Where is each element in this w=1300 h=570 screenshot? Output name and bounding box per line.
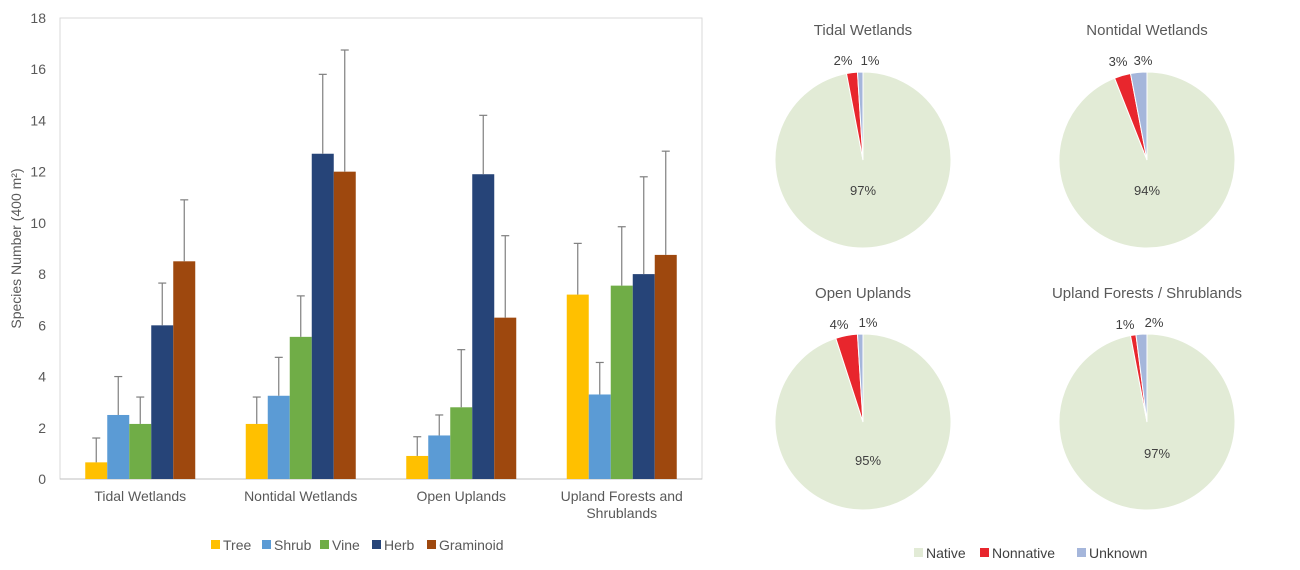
bar-chart: 0 2 4 6 8 10 12 14 16 18 Species Number (400 m²) Ti…	[8, 10, 703, 553]
legend-swatch-tree	[211, 540, 220, 549]
bar-vine	[610, 285, 633, 479]
bar-graminoid	[333, 171, 356, 479]
y-tick-label: 6	[38, 317, 46, 333]
pie-value-label: 3%	[1134, 53, 1153, 68]
legend-label-herb: Herb	[384, 537, 415, 553]
bar-herb	[632, 274, 655, 479]
y-axis-label: Species Number (400 m²)	[8, 168, 24, 328]
bar-herb	[151, 325, 174, 479]
pie-value-label: 2%	[834, 53, 853, 68]
bar-herb	[311, 153, 334, 479]
x-tick-label: Nontidal Wetlands	[244, 488, 357, 504]
y-tick-label: 2	[38, 420, 46, 436]
pie-value-label: 1%	[861, 53, 880, 68]
legend-swatch-nonnative	[980, 548, 989, 557]
y-tick-label: 18	[30, 10, 46, 26]
pie-nontidal-wetlands: Nontidal Wetlands 94% 3% 3%	[1058, 22, 1236, 249]
pie-title: Upland Forests / Shrublands	[1052, 285, 1242, 302]
bar-vine	[450, 407, 473, 479]
x-tick-label: Tidal Wetlands	[94, 488, 186, 504]
pie-legend: Native Nonnative Unknown	[914, 545, 1147, 561]
legend-label-vine: Vine	[332, 537, 360, 553]
legend-swatch-herb	[372, 540, 381, 549]
pie-value-label: 1%	[859, 315, 878, 330]
pie-slice-unknown	[1135, 333, 1148, 423]
y-tick-label: 4	[38, 369, 46, 385]
bar-tree	[245, 423, 268, 479]
legend-label-nonnative: Nonnative	[992, 545, 1055, 561]
x-tick-label: Open Uplands	[416, 488, 506, 504]
bar-vine	[289, 336, 312, 479]
x-tick-label-line: Upland Forests and	[561, 488, 683, 504]
bar-graminoid	[494, 317, 517, 479]
bar-graminoid	[654, 254, 677, 479]
y-tick-label: 12	[30, 164, 46, 180]
x-tick-label: Upland Forests and Shrublands	[561, 488, 683, 521]
legend-label-tree: Tree	[223, 537, 251, 553]
legend-label-native: Native	[926, 545, 966, 561]
legend-swatch-vine	[320, 540, 329, 549]
pie-value-label: 97%	[850, 183, 876, 198]
bar-shrub	[588, 394, 611, 479]
pie-slice-unknown	[856, 333, 864, 423]
y-tick-label: 8	[38, 266, 46, 282]
bar-herb	[472, 174, 495, 479]
y-tick-label: 14	[30, 112, 46, 128]
pie-value-label: 1%	[1116, 317, 1135, 332]
pie-upland-forests-shrublands: Upland Forests / Shrublands 97% 1% 2%	[1052, 285, 1242, 511]
pie-value-label: 95%	[855, 453, 881, 468]
pie-slice-unknown	[1129, 71, 1148, 161]
legend-swatch-unknown	[1077, 548, 1086, 557]
bar-tree	[566, 294, 589, 479]
bar-graminoid	[173, 261, 196, 479]
bar-tree	[406, 455, 429, 479]
pie-title: Open Uplands	[815, 285, 911, 302]
bar-shrub	[428, 435, 451, 479]
bar-vine	[129, 423, 152, 479]
pie-value-label: 4%	[830, 317, 849, 332]
pie-title: Tidal Wetlands	[814, 22, 912, 39]
pie-charts: Tidal Wetlands 97% 2% 1% Nontidal Wetlands 94…	[774, 22, 1242, 511]
pie-tidal-wetlands: Tidal Wetlands 97% 2% 1%	[774, 22, 952, 249]
bar-shrub	[107, 414, 130, 479]
bar-tree	[85, 462, 108, 479]
y-tick-label: 10	[30, 215, 46, 231]
y-tick-label: 16	[30, 61, 46, 77]
legend-swatch-graminoid	[427, 540, 436, 549]
pie-value-label: 2%	[1145, 315, 1164, 330]
x-tick-label-line: Shrublands	[586, 505, 657, 521]
legend-swatch-shrub	[262, 540, 271, 549]
pie-open-uplands: Open Uplands 95% 4% 1%	[774, 285, 952, 511]
pie-value-label: 94%	[1134, 183, 1160, 198]
pie-value-label: 97%	[1144, 446, 1170, 461]
bar-shrub	[267, 395, 290, 479]
pie-value-label: 3%	[1109, 54, 1128, 69]
legend-swatch-native	[914, 548, 923, 557]
legend-label-unknown: Unknown	[1089, 545, 1147, 561]
legend-label-shrub: Shrub	[274, 537, 312, 553]
legend-label-graminoid: Graminoid	[439, 537, 504, 553]
pie-title: Nontidal Wetlands	[1086, 22, 1207, 39]
y-tick-label: 0	[38, 471, 46, 487]
pie-slice-unknown	[856, 71, 864, 161]
